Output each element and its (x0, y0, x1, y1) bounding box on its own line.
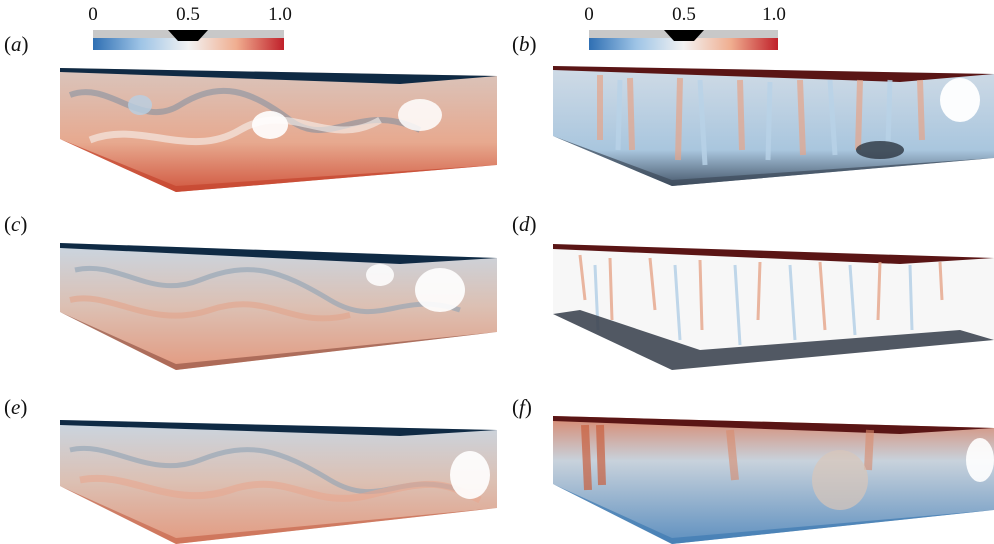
colorbar-left (93, 30, 284, 50)
colorbar-tick-label: 0.5 (176, 4, 200, 25)
panel-label-f: (f) (512, 395, 532, 419)
panel-label-b: (b) (512, 32, 537, 56)
colorbar-tick-label: 0.5 (672, 4, 696, 25)
panel-a-render (60, 68, 497, 192)
panel-c-render (60, 243, 497, 370)
panel-label-e: (e) (4, 395, 28, 419)
colorbar-tick-label: 1.0 (268, 4, 292, 25)
panel-e-render (60, 420, 497, 544)
panel-f-render (553, 416, 994, 544)
colorbar-right (589, 30, 778, 50)
panel-label-c: (c) (4, 212, 28, 236)
panel-b-render (553, 66, 994, 186)
panel-d-render (553, 244, 994, 370)
colorbar-tick-label: 0 (584, 4, 594, 25)
colorbar-opacity-marker (664, 30, 704, 41)
colorbar-tick-label: 0 (88, 4, 98, 25)
colorbar-opacity-marker (168, 30, 208, 41)
panel-label-d: (d) (512, 212, 537, 236)
colorbar-tick-label: 1.0 (762, 4, 786, 25)
panel-label-a: (a) (4, 32, 29, 56)
